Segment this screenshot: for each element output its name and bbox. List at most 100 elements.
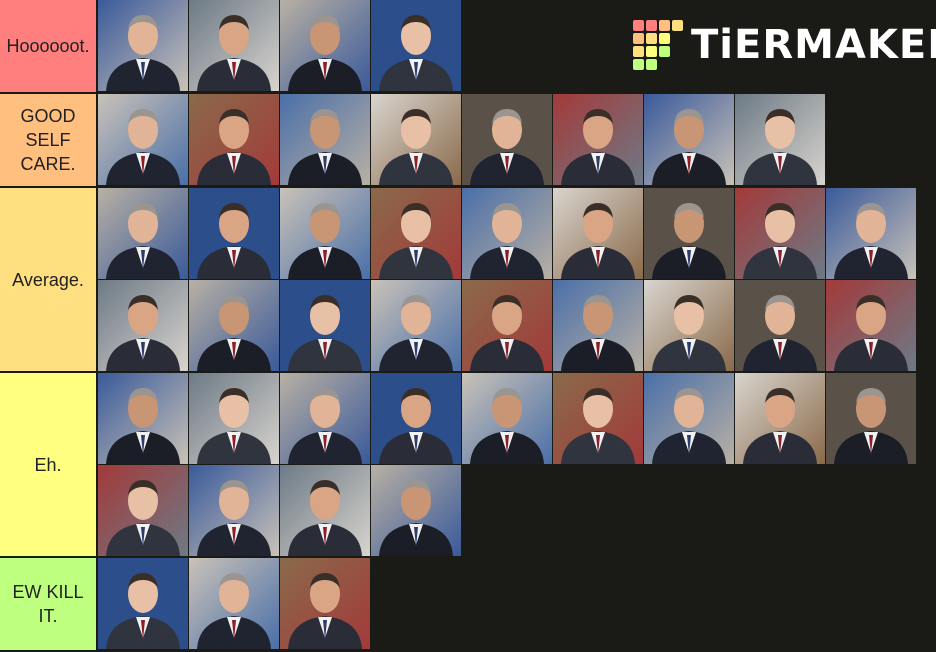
- portrait[interactable]: [735, 373, 825, 464]
- portrait[interactable]: [98, 0, 188, 91]
- portrait-figure: [288, 388, 362, 464]
- portrait[interactable]: [826, 373, 916, 464]
- portrait-figure: [743, 388, 817, 464]
- portrait-figure: [652, 388, 726, 464]
- portrait-figure: [197, 480, 271, 556]
- portrait[interactable]: [98, 465, 188, 556]
- tier-label: Hoooooot.: [0, 0, 96, 92]
- portrait-figure: [743, 109, 817, 185]
- portrait[interactable]: [553, 373, 643, 464]
- portrait[interactable]: [371, 188, 461, 279]
- tier-row: Hoooooot.: [0, 0, 936, 92]
- portrait[interactable]: [189, 280, 279, 371]
- portrait-figure: [288, 203, 362, 279]
- portrait-figure: [106, 295, 180, 371]
- tier-items: [98, 0, 936, 92]
- tier-label: EW KILL IT.: [0, 558, 96, 650]
- tier-row: Eh.: [0, 373, 936, 556]
- portrait-figure: [106, 109, 180, 185]
- portrait[interactable]: [644, 94, 734, 185]
- portrait-figure: [197, 15, 271, 91]
- portrait[interactable]: [189, 465, 279, 556]
- portrait-figure: [652, 109, 726, 185]
- portrait-figure: [288, 573, 362, 649]
- portrait-figure: [379, 203, 453, 279]
- tier-row: GOOD SELF CARE.: [0, 94, 936, 186]
- logo-icon: [633, 20, 683, 70]
- portrait[interactable]: [826, 280, 916, 371]
- portrait[interactable]: [462, 94, 552, 185]
- portrait-figure: [834, 388, 908, 464]
- portrait-figure: [379, 109, 453, 185]
- portrait-figure: [379, 388, 453, 464]
- portrait[interactable]: [644, 373, 734, 464]
- portrait-figure: [561, 203, 635, 279]
- portrait-figure: [288, 295, 362, 371]
- portrait[interactable]: [98, 188, 188, 279]
- portrait-figure: [470, 109, 544, 185]
- portrait-figure: [288, 480, 362, 556]
- portrait-figure: [288, 15, 362, 91]
- portrait[interactable]: [98, 373, 188, 464]
- portrait[interactable]: [280, 94, 370, 185]
- tier-label: Eh.: [0, 373, 96, 556]
- portrait[interactable]: [644, 280, 734, 371]
- portrait[interactable]: [371, 373, 461, 464]
- portrait[interactable]: [735, 280, 825, 371]
- portrait-figure: [561, 388, 635, 464]
- portrait[interactable]: [189, 373, 279, 464]
- portrait[interactable]: [280, 558, 370, 649]
- portrait[interactable]: [189, 188, 279, 279]
- tier-items: [98, 373, 936, 556]
- portrait[interactable]: [462, 188, 552, 279]
- portrait[interactable]: [462, 373, 552, 464]
- portrait[interactable]: [644, 188, 734, 279]
- portrait-figure: [197, 295, 271, 371]
- portrait-figure: [652, 203, 726, 279]
- portrait[interactable]: [280, 465, 370, 556]
- tier-label: GOOD SELF CARE.: [0, 94, 96, 186]
- portrait[interactable]: [826, 188, 916, 279]
- portrait[interactable]: [371, 94, 461, 185]
- portrait[interactable]: [189, 0, 279, 91]
- portrait-figure: [106, 480, 180, 556]
- portrait[interactable]: [189, 94, 279, 185]
- logo-text: TiERMAKER: [691, 22, 936, 68]
- portrait-figure: [106, 203, 180, 279]
- portrait[interactable]: [553, 188, 643, 279]
- tier-row: EW KILL IT.: [0, 558, 936, 650]
- portrait[interactable]: [98, 94, 188, 185]
- portrait[interactable]: [553, 94, 643, 185]
- portrait-figure: [652, 295, 726, 371]
- portrait[interactable]: [371, 280, 461, 371]
- portrait-figure: [561, 109, 635, 185]
- portrait[interactable]: [735, 94, 825, 185]
- portrait-figure: [834, 203, 908, 279]
- portrait[interactable]: [280, 188, 370, 279]
- portrait-figure: [379, 480, 453, 556]
- portrait[interactable]: [98, 280, 188, 371]
- portrait[interactable]: [98, 558, 188, 649]
- portrait-figure: [106, 15, 180, 91]
- portrait[interactable]: [371, 0, 461, 91]
- portrait-figure: [379, 15, 453, 91]
- portrait-figure: [743, 295, 817, 371]
- portrait[interactable]: [735, 188, 825, 279]
- portrait-figure: [288, 109, 362, 185]
- portrait-figure: [743, 203, 817, 279]
- logo: TiERMAKER: [633, 20, 936, 70]
- portrait[interactable]: [280, 373, 370, 464]
- portrait-figure: [561, 295, 635, 371]
- portrait-figure: [106, 573, 180, 649]
- tier-items: [98, 94, 936, 186]
- portrait-figure: [834, 295, 908, 371]
- portrait[interactable]: [189, 558, 279, 649]
- portrait-figure: [197, 203, 271, 279]
- portrait[interactable]: [280, 280, 370, 371]
- portrait[interactable]: [553, 280, 643, 371]
- portrait[interactable]: [280, 0, 370, 91]
- portrait[interactable]: [462, 280, 552, 371]
- portrait[interactable]: [371, 465, 461, 556]
